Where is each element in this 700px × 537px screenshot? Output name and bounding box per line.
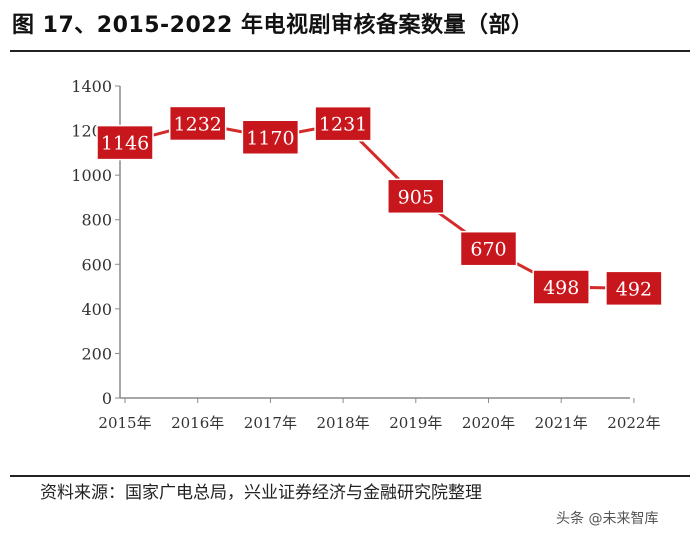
data-label-box — [314, 105, 372, 142]
data-label-box — [387, 178, 445, 215]
y-tick-label: 200 — [81, 344, 112, 363]
chart-title: 图 17、2015-2022 年电视剧审核备案数量（部） — [12, 13, 534, 38]
y-tick-label: 600 — [81, 255, 112, 274]
data-label-box — [168, 105, 227, 142]
data-label: 1231 — [319, 114, 367, 136]
x-axis-ticks: 2015年 2016年 2017年 2018年 2019年 2020年 2021年 2022年 — [98, 398, 660, 432]
series-line-path — [124, 121, 634, 290]
data-label: 905 — [398, 186, 434, 208]
data-label-box — [241, 119, 300, 156]
y-tick-label: 1000 — [71, 166, 112, 185]
watermark: 头条 @未来智库 — [556, 511, 659, 527]
data-label-box — [532, 269, 590, 305]
data-label-box — [605, 270, 663, 307]
x-tick-label: 2016年 — [171, 414, 224, 432]
data-label-box — [96, 124, 154, 161]
source-rule — [10, 475, 690, 477]
source-note: 资料来源：国家广电总局，兴业证券经济与金融研究院整理 — [40, 483, 482, 503]
data-label-box — [459, 230, 518, 267]
y-tick-label: 800 — [81, 211, 112, 230]
y-tick-label: 1400 — [71, 77, 112, 96]
series-line — [122, 120, 637, 291]
title-rule — [10, 50, 690, 52]
x-tick-label: 2020年 — [462, 414, 515, 432]
data-label: 1146 — [101, 133, 149, 155]
x-tick-label: 2019年 — [389, 414, 442, 432]
y-tick-label: 400 — [81, 300, 112, 319]
data-label: 1170 — [246, 127, 294, 149]
data-label: 670 — [470, 239, 506, 261]
data-label: 1232 — [174, 113, 222, 135]
x-tick-label: 2022年 — [607, 414, 660, 432]
y-tick-label: 0 — [102, 389, 112, 408]
data-label: 498 — [543, 277, 579, 299]
x-tick-label: 2015年 — [98, 414, 151, 432]
data-label: 492 — [616, 278, 652, 300]
x-tick-label: 2021年 — [535, 414, 588, 432]
x-tick-label: 2018年 — [317, 414, 370, 432]
data-labels: 1146 1232 1170 1231 905 670 498 492 — [96, 105, 663, 307]
x-tick-label: 2017年 — [244, 414, 297, 432]
